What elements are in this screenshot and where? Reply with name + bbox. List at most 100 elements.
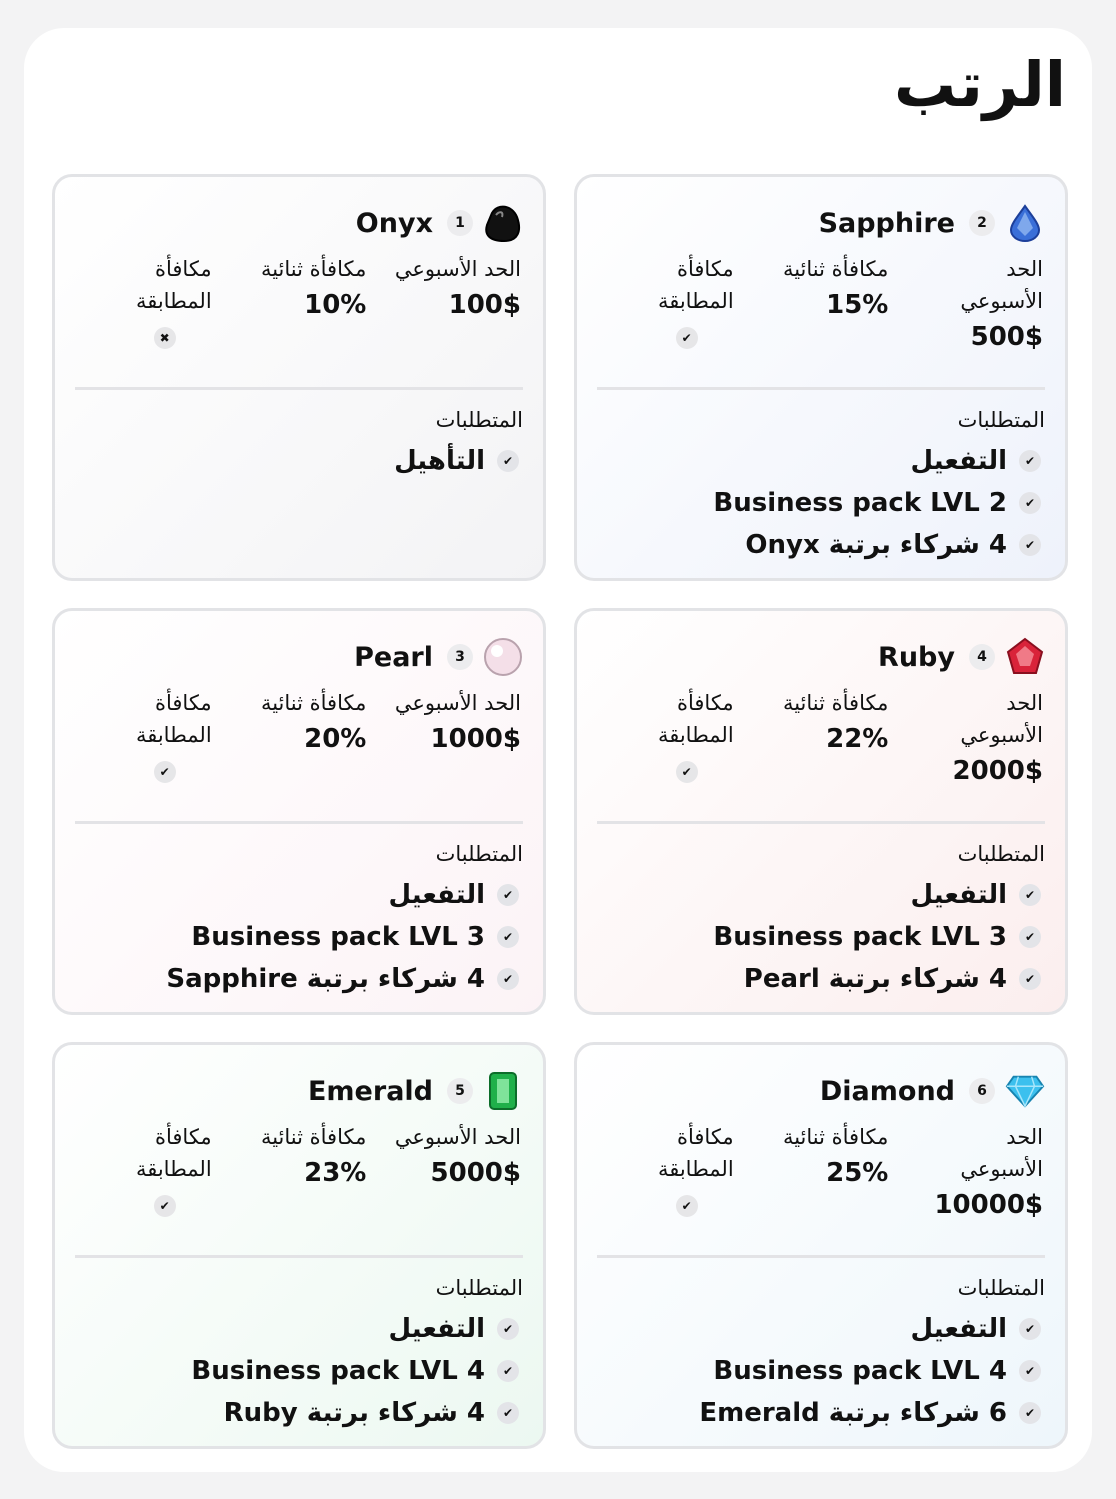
rank-number: 6 bbox=[969, 1078, 995, 1104]
rank-header: 5 Emerald bbox=[75, 1067, 523, 1115]
weekly-limit: الحد الأسبوعي 1000$ bbox=[386, 687, 521, 807]
requirement-item: ✔ التفعيل bbox=[597, 874, 1045, 916]
match-label: مكافأة المطابقة bbox=[657, 1125, 734, 1181]
check-icon: ✔ bbox=[1019, 884, 1041, 906]
requirement-text: Business pack LVL 4 bbox=[191, 1356, 485, 1386]
requirements-label: المتطلبات bbox=[435, 408, 523, 432]
check-icon: ✔ bbox=[1019, 1360, 1041, 1382]
requirements-label: المتطلبات bbox=[435, 1276, 523, 1300]
check-icon: ✔ bbox=[1019, 1318, 1041, 1340]
ranks-panel: الرتب 2 Sapphire الحد الأسبوعي 500$ مكافأ… bbox=[24, 28, 1092, 1472]
page-title: الرتب bbox=[893, 48, 1066, 121]
rank-stats: الحد الأسبوعي 2000$ مكافأة ثنائية 22% مكاف… bbox=[597, 687, 1045, 807]
rank-stats: الحد الأسبوعي 5000$ مكافأة ثنائية 23% مكاف… bbox=[75, 1121, 523, 1241]
diamond-gem-icon bbox=[1005, 1071, 1045, 1111]
rank-header: 6 Diamond bbox=[597, 1067, 1045, 1115]
sapphire-gem-icon bbox=[1005, 203, 1045, 243]
rank-name: Diamond bbox=[819, 1075, 955, 1107]
check-icon: ✔ bbox=[153, 761, 176, 783]
binary-value: 10% bbox=[304, 290, 367, 320]
requirement-text: التفعيل bbox=[910, 446, 1008, 476]
weekly-label: الحد الأسبوعي bbox=[960, 1125, 1043, 1181]
requirement-text: 4 شركاء برتبة Sapphire bbox=[166, 964, 485, 994]
weekly-value: 5000$ bbox=[430, 1158, 521, 1188]
binary-value: 20% bbox=[304, 724, 367, 754]
binary-value: 25% bbox=[826, 1158, 889, 1188]
check-icon: ✔ bbox=[153, 1195, 176, 1217]
requirement-text: التفعيل bbox=[388, 880, 486, 910]
check-icon: ✔ bbox=[497, 884, 519, 906]
requirement-item: ✔ 4 شركاء برتبة Onyx bbox=[597, 524, 1045, 566]
weekly-value: 2000$ bbox=[952, 756, 1043, 786]
binary-bonus: مكافأة ثنائية 23% bbox=[232, 1121, 367, 1241]
rank-stats: الحد الأسبوعي 500$ مكافأة ثنائية 15% مكافأ… bbox=[597, 253, 1045, 373]
rank-card-pearl: 3 Pearl الحد الأسبوعي 1000$ مكافأة ثنائية… bbox=[52, 608, 546, 1015]
requirement-text: 4 شركاء برتبة Ruby bbox=[223, 1398, 485, 1428]
weekly-label: الحد الأسبوعي bbox=[394, 257, 521, 281]
check-icon: ✔ bbox=[1019, 450, 1041, 472]
match-label: مكافأة المطابقة bbox=[657, 257, 734, 313]
rank-card-emerald: 5 Emerald الحد الأسبوعي 5000$ مكافأة ثنائ… bbox=[52, 1042, 546, 1449]
rank-stats: الحد الأسبوعي 1000$ مكافأة ثنائية 20% مكاف… bbox=[75, 687, 523, 807]
requirement-item: ✔ التأهيل bbox=[75, 440, 523, 482]
weekly-value: 1000$ bbox=[430, 724, 521, 754]
binary-label: مكافأة ثنائية bbox=[782, 691, 889, 715]
matching-bonus: مكافأة المطابقة ✔ bbox=[77, 1121, 212, 1241]
divider bbox=[75, 821, 523, 824]
rank-card-ruby: 4 Ruby الحد الأسبوعي 2000$ مكافأة ثنائية 2… bbox=[574, 608, 1068, 1015]
rank-header: 2 Sapphire bbox=[597, 199, 1045, 247]
onyx-gem-icon bbox=[483, 203, 523, 243]
check-icon: ✔ bbox=[497, 968, 519, 990]
requirement-text: التفعيل bbox=[388, 1314, 486, 1344]
requirement-item: ✔ Business pack LVL 3 bbox=[75, 916, 523, 958]
emerald-gem-icon bbox=[483, 1071, 523, 1111]
binary-label: مكافأة ثنائية bbox=[782, 257, 889, 281]
match-label: مكافأة المطابقة bbox=[135, 257, 212, 313]
match-label: مكافأة المطابقة bbox=[135, 691, 212, 747]
binary-label: مكافأة ثنائية bbox=[260, 1125, 367, 1149]
binary-label: مكافأة ثنائية bbox=[260, 257, 367, 281]
rank-card-onyx: 1 Onyx الحد الأسبوعي 100$ مكافأة ثنائية 10… bbox=[52, 174, 546, 581]
check-icon: ✔ bbox=[675, 327, 698, 349]
weekly-limit: الحد الأسبوعي 10000$ bbox=[908, 1121, 1043, 1241]
requirements-label: المتطلبات bbox=[957, 408, 1045, 432]
binary-bonus: مكافأة ثنائية 15% bbox=[754, 253, 889, 373]
requirement-item: ✔ التفعيل bbox=[75, 1308, 523, 1350]
rank-number: 3 bbox=[447, 644, 473, 670]
requirements-label: المتطلبات bbox=[435, 842, 523, 866]
rank-header: 4 Ruby bbox=[597, 633, 1045, 681]
rank-number: 4 bbox=[969, 644, 995, 670]
requirement-text: Business pack LVL 3 bbox=[713, 922, 1007, 952]
rank-number: 1 bbox=[447, 210, 473, 236]
check-icon: ✔ bbox=[497, 1402, 519, 1424]
requirement-text: التفعيل bbox=[910, 880, 1008, 910]
requirement-text: التأهيل bbox=[394, 446, 485, 476]
requirement-text: 4 شركاء برتبة Onyx bbox=[745, 530, 1007, 560]
binary-value: 23% bbox=[304, 1158, 367, 1188]
check-icon: ✔ bbox=[1019, 968, 1041, 990]
binary-bonus: مكافأة ثنائية 22% bbox=[754, 687, 889, 807]
weekly-label: الحد الأسبوعي bbox=[960, 691, 1043, 747]
weekly-limit: الحد الأسبوعي 500$ bbox=[908, 253, 1043, 373]
check-icon: ✔ bbox=[497, 926, 519, 948]
check-icon: ✔ bbox=[675, 761, 698, 783]
rank-name: Ruby bbox=[878, 641, 955, 673]
rank-name: Pearl bbox=[354, 641, 433, 673]
divider bbox=[75, 387, 523, 390]
rank-card-sapphire: 2 Sapphire الحد الأسبوعي 500$ مكافأة ثنائ… bbox=[574, 174, 1068, 581]
rank-name: Sapphire bbox=[818, 207, 955, 239]
weekly-limit: الحد الأسبوعي 2000$ bbox=[908, 687, 1043, 807]
rank-card-diamond: 6 Diamond الحد الأسبوعي 10000$ مكافأة ثنا… bbox=[574, 1042, 1068, 1449]
pearl-gem-icon bbox=[483, 637, 523, 677]
rank-stats: الحد الأسبوعي 100$ مكافأة ثنائية 10% مكافأ… bbox=[75, 253, 523, 373]
requirement-item: ✔ Business pack LVL 2 bbox=[597, 482, 1045, 524]
weekly-limit: الحد الأسبوعي 5000$ bbox=[386, 1121, 521, 1241]
weekly-label: الحد الأسبوعي bbox=[394, 691, 521, 715]
binary-bonus: مكافأة ثنائية 25% bbox=[754, 1121, 889, 1241]
requirement-item: ✔ التفعيل bbox=[75, 874, 523, 916]
rank-name: Emerald bbox=[307, 1075, 433, 1107]
matching-bonus: مكافأة المطابقة ✔ bbox=[77, 687, 212, 807]
requirement-text: 6 شركاء برتبة Emerald bbox=[699, 1398, 1007, 1428]
check-icon: ✔ bbox=[1019, 534, 1041, 556]
weekly-value: 100$ bbox=[448, 290, 521, 320]
